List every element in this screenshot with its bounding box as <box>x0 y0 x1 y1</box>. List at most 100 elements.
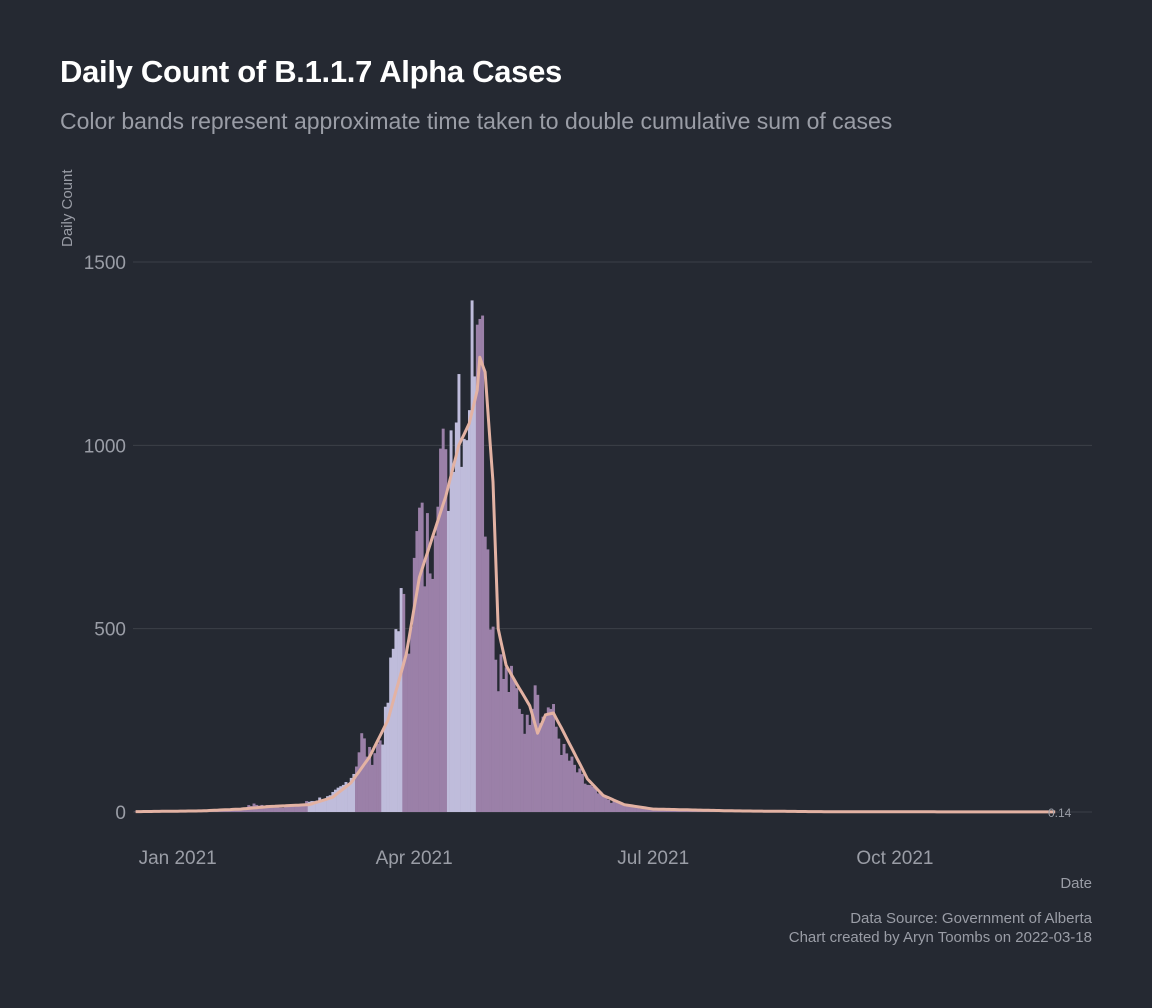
bar <box>470 300 474 812</box>
bar <box>349 777 353 812</box>
bar <box>297 804 301 812</box>
y-tick-label-1500: 1500 <box>84 253 126 274</box>
x-tick-label: Apr 2021 <box>376 848 453 869</box>
x-axis-ticks: Jan 2021 Apr 2021 Jul 2021 Oct 2021 <box>139 848 934 869</box>
bar <box>273 807 277 812</box>
bar <box>360 733 364 812</box>
bar <box>420 502 424 812</box>
bar <box>573 764 577 812</box>
bar <box>478 318 482 812</box>
bar <box>307 801 311 812</box>
bar <box>481 315 485 812</box>
bar <box>554 726 558 812</box>
bar <box>347 785 351 812</box>
x-tick-label: Oct 2021 <box>856 848 933 869</box>
bar <box>641 808 645 812</box>
bars <box>134 300 1057 812</box>
bar <box>536 694 540 812</box>
bar <box>644 808 647 812</box>
bar <box>320 800 324 812</box>
bar <box>567 760 571 812</box>
bar <box>318 797 322 812</box>
bar <box>381 744 385 812</box>
bar <box>612 799 616 812</box>
bar <box>333 789 337 812</box>
bar <box>552 704 555 812</box>
bar <box>331 791 335 812</box>
bar <box>460 466 464 812</box>
chart-subtitle: Color bands represent approximate time t… <box>60 108 893 134</box>
y-tick-label-500: 500 <box>94 620 126 641</box>
bar <box>291 804 295 812</box>
bar <box>504 667 508 812</box>
bar <box>270 807 274 812</box>
bar <box>402 593 406 812</box>
bar <box>423 586 427 812</box>
bar <box>302 803 306 812</box>
grid-lines <box>133 261 1092 813</box>
bar <box>444 449 448 812</box>
bar <box>609 802 613 812</box>
bar <box>565 753 569 812</box>
bar <box>263 805 266 812</box>
bar <box>299 803 303 812</box>
bar <box>294 805 298 812</box>
bar <box>475 324 479 812</box>
bar <box>630 806 634 812</box>
bar <box>449 430 453 812</box>
bar <box>601 795 605 812</box>
bar <box>465 440 469 812</box>
bar <box>352 773 356 812</box>
bar <box>389 657 393 812</box>
bar <box>412 557 416 812</box>
bar <box>378 740 382 812</box>
bar <box>404 652 408 812</box>
caption: Data Source: Government of Alberta Chart… <box>789 909 1092 947</box>
bar <box>355 766 358 812</box>
bar <box>397 631 400 812</box>
bar <box>599 791 603 812</box>
bar <box>523 733 527 812</box>
bar <box>357 752 361 812</box>
bar <box>452 471 456 812</box>
bar <box>512 680 516 812</box>
bar <box>541 716 545 812</box>
bar <box>625 804 629 812</box>
x-tick-label: Jul 2021 <box>617 848 689 869</box>
bar <box>415 531 419 812</box>
bar <box>310 801 314 812</box>
bar <box>394 629 398 812</box>
bar <box>570 756 574 812</box>
y-tick-label-1000: 1000 <box>84 436 126 457</box>
bar <box>615 802 619 812</box>
bar <box>575 772 579 812</box>
bar <box>686 810 689 812</box>
bar <box>638 808 642 812</box>
bar <box>510 665 513 812</box>
bar <box>646 807 650 812</box>
bar <box>425 513 429 812</box>
bar <box>418 507 421 812</box>
bar <box>368 746 372 812</box>
bar <box>315 800 319 812</box>
bar <box>365 756 369 812</box>
bar <box>376 743 379 812</box>
bar <box>383 706 387 812</box>
bar <box>391 648 395 812</box>
bar <box>557 738 561 812</box>
bar <box>433 535 437 812</box>
rolling-average-path <box>135 355 1056 814</box>
bar <box>559 754 563 812</box>
bar <box>284 806 288 812</box>
bar <box>278 807 282 812</box>
bar <box>473 376 477 812</box>
bar <box>628 805 632 812</box>
bar <box>680 810 684 812</box>
bar <box>675 810 679 812</box>
bar <box>362 738 366 812</box>
bar <box>462 438 466 812</box>
bar <box>446 510 450 812</box>
chart-title: Daily Count of B.1.1.7 Alpha Cases <box>60 54 562 89</box>
bar <box>428 573 432 812</box>
bar <box>604 796 608 812</box>
